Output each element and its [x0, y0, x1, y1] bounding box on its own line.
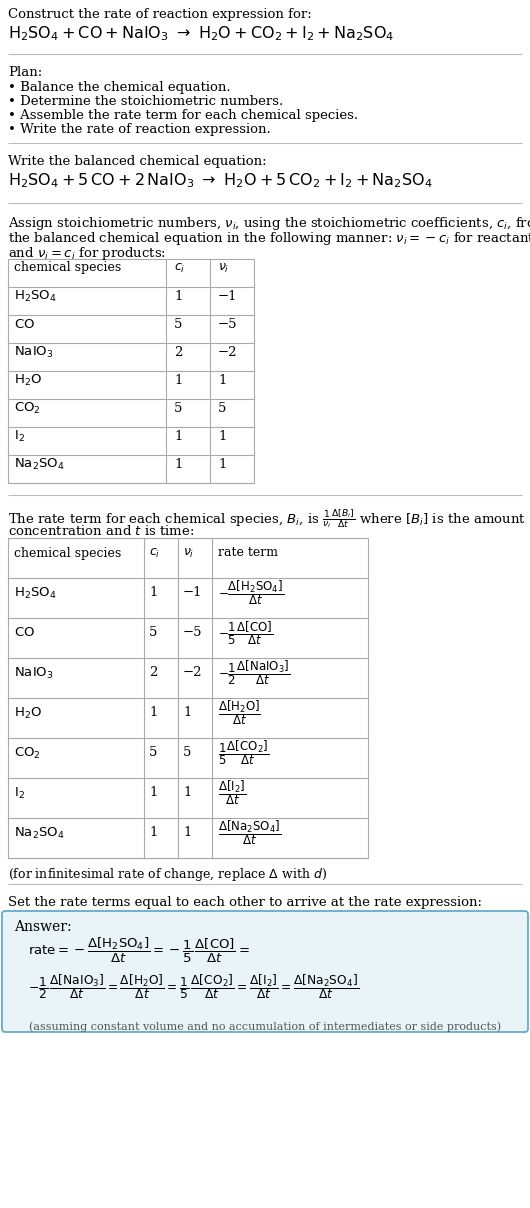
- Text: $\dfrac{\Delta[\mathrm{Na_2SO_4}]}{\Delta t}$: $\dfrac{\Delta[\mathrm{Na_2SO_4}]}{\Delt…: [218, 819, 281, 847]
- Text: $\mathrm{H_2SO_4 + CO + NaIO_3\ \rightarrow\ H_2O + CO_2 + I_2 + Na_2SO_4}$: $\mathrm{H_2SO_4 + CO + NaIO_3\ \rightar…: [8, 24, 394, 42]
- Text: Set the rate terms equal to each other to arrive at the rate expression:: Set the rate terms equal to each other t…: [8, 896, 482, 908]
- Bar: [8, 538, 368, 858]
- Text: Write the balanced chemical equation:: Write the balanced chemical equation:: [8, 155, 267, 168]
- Text: $\mathrm{CO}$: $\mathrm{CO}$: [14, 318, 35, 331]
- Text: $c_i$: $c_i$: [149, 546, 160, 559]
- Text: 5: 5: [183, 747, 191, 760]
- Text: 1: 1: [149, 826, 157, 840]
- Text: 1: 1: [218, 430, 226, 442]
- Text: Answer:: Answer:: [14, 920, 72, 934]
- Text: $-\dfrac{\Delta[\mathrm{H_2SO_4}]}{\Delta t}$: $-\dfrac{\Delta[\mathrm{H_2SO_4}]}{\Delt…: [218, 579, 284, 608]
- Text: 5: 5: [218, 401, 226, 414]
- Text: $\mathrm{H_2O}$: $\mathrm{H_2O}$: [14, 705, 42, 720]
- Text: $-\dfrac{1}{5}\dfrac{\Delta[\mathrm{CO}]}{\Delta t}$: $-\dfrac{1}{5}\dfrac{\Delta[\mathrm{CO}]…: [218, 620, 273, 646]
- Text: Plan:: Plan:: [8, 66, 42, 79]
- Text: $\mathrm{H_2SO_4 + 5\,CO + 2\,NaIO_3\ \rightarrow\ H_2O + 5\,CO_2 + I_2 + Na_2SO: $\mathrm{H_2SO_4 + 5\,CO + 2\,NaIO_3\ \r…: [8, 172, 432, 190]
- Text: 1: 1: [149, 587, 157, 599]
- Text: 2: 2: [174, 345, 182, 359]
- Text: $\mathrm{NaIO_3}$: $\mathrm{NaIO_3}$: [14, 666, 54, 680]
- Text: $\mathrm{CO_2}$: $\mathrm{CO_2}$: [14, 745, 41, 761]
- Text: −2: −2: [218, 345, 237, 359]
- Text: 1: 1: [174, 373, 182, 387]
- Text: • Assemble the rate term for each chemical species.: • Assemble the rate term for each chemic…: [8, 109, 358, 122]
- Text: $\mathrm{I_2}$: $\mathrm{I_2}$: [14, 429, 25, 443]
- Text: chemical species: chemical species: [14, 546, 121, 559]
- Text: 1: 1: [218, 373, 226, 387]
- Text: $\mathrm{NaIO_3}$: $\mathrm{NaIO_3}$: [14, 344, 54, 360]
- FancyBboxPatch shape: [2, 911, 528, 1032]
- Text: $\dfrac{1}{5}\dfrac{\Delta[\mathrm{CO_2}]}{\Delta t}$: $\dfrac{1}{5}\dfrac{\Delta[\mathrm{CO_2}…: [218, 738, 269, 767]
- Text: and $\nu_i = c_i$ for products:: and $\nu_i = c_i$ for products:: [8, 245, 166, 262]
- Text: • Determine the stoichiometric numbers.: • Determine the stoichiometric numbers.: [8, 95, 283, 108]
- Text: 1: 1: [183, 707, 191, 720]
- Text: 1: 1: [183, 786, 191, 800]
- Text: 1: 1: [149, 707, 157, 720]
- Text: $\mathrm{CO_2}$: $\mathrm{CO_2}$: [14, 400, 41, 416]
- Text: $\mathrm{Na_2SO_4}$: $\mathrm{Na_2SO_4}$: [14, 825, 65, 841]
- Text: $\dfrac{\Delta[\mathrm{H_2O}]}{\Delta t}$: $\dfrac{\Delta[\mathrm{H_2O}]}{\Delta t}…: [218, 698, 261, 727]
- Text: −2: −2: [183, 667, 202, 679]
- Text: 5: 5: [174, 401, 182, 414]
- Text: Assign stoichiometric numbers, $\nu_i$, using the stoichiometric coefficients, $: Assign stoichiometric numbers, $\nu_i$, …: [8, 215, 530, 232]
- Text: Construct the rate of reaction expression for:: Construct the rate of reaction expressio…: [8, 8, 312, 21]
- Text: • Write the rate of reaction expression.: • Write the rate of reaction expression.: [8, 123, 271, 137]
- Text: −1: −1: [218, 290, 237, 302]
- Text: • Balance the chemical equation.: • Balance the chemical equation.: [8, 81, 231, 94]
- Text: $\nu_i$: $\nu_i$: [183, 546, 195, 559]
- Text: −1: −1: [183, 587, 202, 599]
- Text: $\mathrm{H_2SO_4}$: $\mathrm{H_2SO_4}$: [14, 586, 57, 600]
- Text: 1: 1: [218, 458, 226, 470]
- Text: The rate term for each chemical species, $B_i$, is $\frac{1}{\nu_i}\frac{\Delta[: The rate term for each chemical species,…: [8, 507, 526, 530]
- Text: 1: 1: [174, 430, 182, 442]
- Text: concentration and $t$ is time:: concentration and $t$ is time:: [8, 524, 195, 538]
- Text: 1: 1: [149, 786, 157, 800]
- Text: $\dfrac{\Delta[\mathrm{I_2}]}{\Delta t}$: $\dfrac{\Delta[\mathrm{I_2}]}{\Delta t}$: [218, 779, 246, 807]
- Text: $\mathrm{I_2}$: $\mathrm{I_2}$: [14, 785, 25, 801]
- Text: 1: 1: [174, 290, 182, 302]
- Text: −5: −5: [183, 627, 202, 639]
- Text: rate term: rate term: [218, 546, 278, 559]
- Text: $\mathrm{Na_2SO_4}$: $\mathrm{Na_2SO_4}$: [14, 457, 65, 471]
- Text: $\mathrm{rate} = -\dfrac{\Delta[\mathrm{H_2SO_4}]}{\Delta t} = -\dfrac{1}{5}\,\d: $\mathrm{rate} = -\dfrac{\Delta[\mathrm{…: [28, 936, 250, 965]
- Text: $\mathrm{H_2O}$: $\mathrm{H_2O}$: [14, 372, 42, 388]
- Text: $-\dfrac{1}{2}\dfrac{\Delta[\mathrm{NaIO_3}]}{\Delta t}$: $-\dfrac{1}{2}\dfrac{\Delta[\mathrm{NaIO…: [218, 658, 290, 687]
- Text: $\mathrm{CO}$: $\mathrm{CO}$: [14, 627, 35, 639]
- Text: $-\dfrac{1}{2}\,\dfrac{\Delta[\mathrm{NaIO_3}]}{\Delta t} = \dfrac{\Delta[\mathr: $-\dfrac{1}{2}\,\dfrac{\Delta[\mathrm{Na…: [28, 972, 359, 1001]
- Text: the balanced chemical equation in the following manner: $\nu_i = -c_i$ for react: the balanced chemical equation in the fo…: [8, 230, 530, 246]
- Text: chemical species: chemical species: [14, 261, 121, 274]
- Text: 2: 2: [149, 667, 157, 679]
- Text: 1: 1: [174, 458, 182, 470]
- Text: (assuming constant volume and no accumulation of intermediates or side products): (assuming constant volume and no accumul…: [29, 1021, 501, 1032]
- Text: $\nu_i$: $\nu_i$: [218, 261, 229, 274]
- Text: 5: 5: [149, 627, 157, 639]
- Text: $\mathrm{H_2SO_4}$: $\mathrm{H_2SO_4}$: [14, 289, 57, 303]
- Text: 5: 5: [174, 318, 182, 331]
- Text: −5: −5: [218, 318, 237, 331]
- Text: (for infinitesimal rate of change, replace $\Delta$ with $d$): (for infinitesimal rate of change, repla…: [8, 866, 327, 883]
- Text: 5: 5: [149, 747, 157, 760]
- Text: $c_i$: $c_i$: [174, 261, 185, 274]
- Text: 1: 1: [183, 826, 191, 840]
- Bar: [8, 259, 254, 483]
